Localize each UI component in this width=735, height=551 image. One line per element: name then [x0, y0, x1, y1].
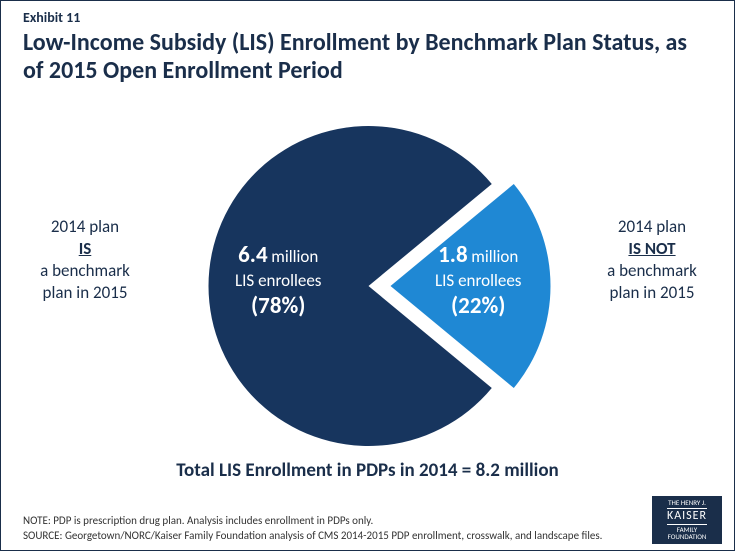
footer-notes: NOTE: PDP is prescription drug plan. Ana… — [23, 514, 624, 544]
badge-line4: FOUNDATION — [668, 533, 707, 541]
footer-source: SOURCE: Georgetown/NORC/Kaiser Family Fo… — [23, 529, 624, 544]
page-title: Low-Income Subsidy (LIS) Enrollment by B… — [23, 29, 712, 84]
annot-right-line4: plan in 2015 — [610, 282, 695, 303]
slice-label-is_benchmark: 6.4 millionLIS enrollees(78%) — [235, 241, 321, 321]
annot-left-line4: plan in 2015 — [43, 282, 128, 303]
footer-note: NOTE: PDP is prescription drug plan. Ana… — [23, 514, 624, 529]
kaiser-logo: THE HENRY J. KAISER FAMILY FOUNDATION — [652, 496, 722, 544]
annotation-is-not-benchmark: 2014 plan IS NOT a benchmark plan in 201… — [582, 216, 722, 304]
badge-line1: THE HENRY J. — [668, 499, 706, 507]
exhibit-label: Exhibit 11 — [23, 9, 80, 26]
annotation-is-benchmark: 2014 plan IS a benchmark plan in 2015 — [15, 216, 155, 304]
pie-chart: 2014 plan IS a benchmark plan in 2015 20… — [1, 111, 735, 461]
badge-line2: KAISER — [667, 508, 707, 525]
annot-left-line3: a benchmark — [40, 260, 130, 281]
annot-left-emph: IS — [79, 238, 92, 259]
total-enrollment-line: Total LIS Enrollment in PDPs in 2014 = 8… — [1, 459, 734, 482]
annot-left-line1: 2014 plan — [51, 216, 119, 237]
annot-right-emph: IS NOT — [628, 238, 675, 259]
slice-label-not_benchmark: 1.8 millionLIS enrollees(22%) — [435, 241, 521, 321]
annot-right-line1: 2014 plan — [618, 216, 686, 237]
annot-right-line3: a benchmark — [607, 260, 697, 281]
